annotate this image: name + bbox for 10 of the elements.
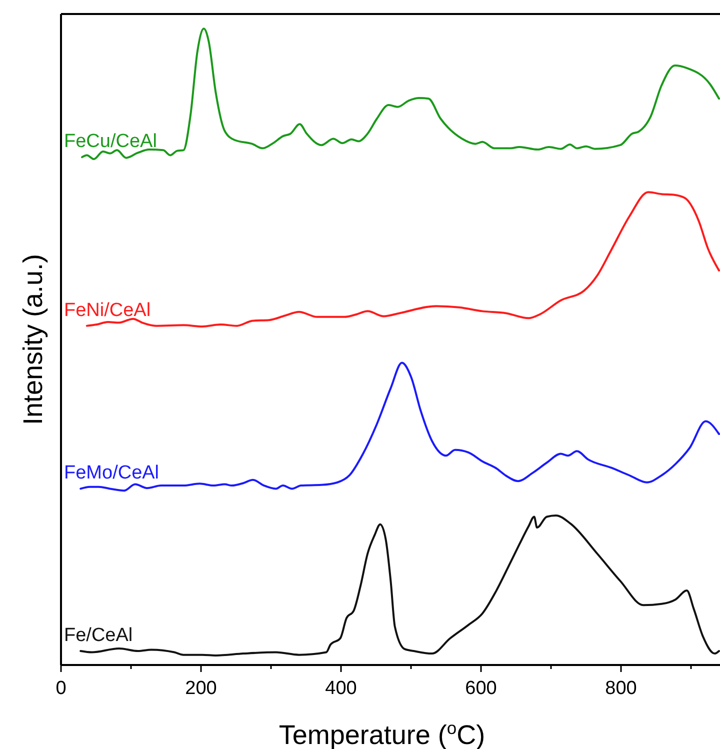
x-tick-label: 800 [605, 678, 637, 699]
series-label: FeCu/CeAl [64, 131, 157, 152]
x-tick-label: 200 [185, 678, 217, 699]
x-tick-label: 600 [465, 678, 497, 699]
series-label: FeNi/CeAl [64, 300, 151, 321]
x-tick-label: 0 [56, 678, 66, 699]
y-axis-title: Intensity (a.u.) [18, 254, 48, 426]
series-label: FeMo/CeAl [64, 462, 160, 484]
series-label: Fe/CeAl [64, 625, 133, 646]
x-tick-label: 400 [325, 678, 357, 699]
